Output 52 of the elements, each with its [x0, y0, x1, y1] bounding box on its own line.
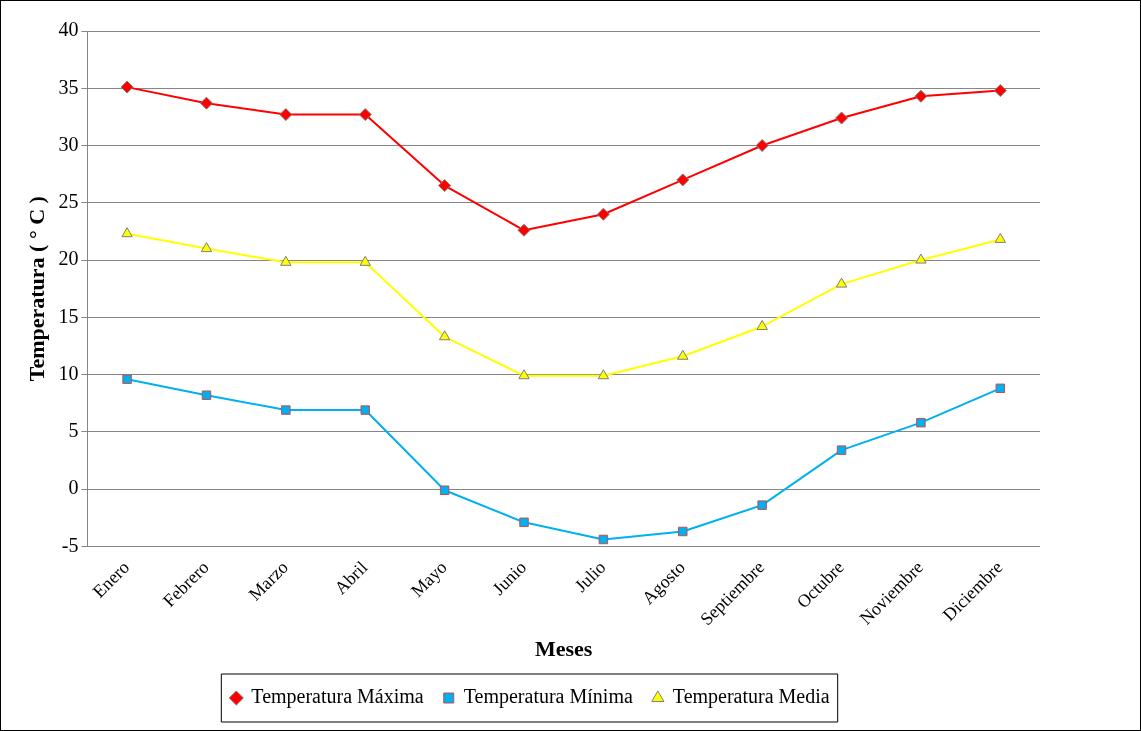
point: [279, 108, 293, 122]
point: [678, 526, 688, 537]
point: [676, 173, 690, 187]
point: [836, 445, 847, 455]
legend-label: Temperatura Media: [672, 685, 830, 709]
point: [122, 374, 132, 384]
point: [120, 80, 134, 94]
point: [596, 207, 610, 221]
point: [916, 417, 926, 428]
point: [835, 111, 849, 125]
point: [438, 330, 451, 341]
point: [598, 534, 609, 545]
legend-label: Temperatura Máxima: [251, 685, 424, 709]
y-axis-title: Temperatura ( ° C ): [23, 196, 49, 382]
legend-label: Temperatura Mínima: [463, 685, 633, 709]
point: [756, 319, 768, 330]
point: [994, 232, 1006, 243]
point: [993, 84, 1007, 98]
point: [439, 485, 450, 495]
point: [360, 405, 370, 415]
point: [281, 405, 291, 415]
point: [201, 390, 212, 400]
y-tick-label: 40: [58, 18, 79, 41]
point: [835, 277, 848, 288]
point: [280, 255, 292, 266]
point: [517, 223, 531, 237]
x-axis-title: Meses: [534, 636, 593, 662]
point: [677, 349, 689, 360]
y-tick-label: 5: [68, 419, 79, 442]
y-tick-label: 35: [58, 75, 79, 98]
y-tick-label: 10: [58, 361, 79, 384]
point: [519, 517, 529, 528]
point: [199, 96, 213, 110]
y-tick-label: 25: [58, 190, 79, 213]
point: [200, 242, 213, 253]
point: [915, 253, 927, 264]
y-tick-label: -5: [61, 533, 79, 556]
y-tick-label: 0: [68, 476, 79, 499]
point: [438, 179, 452, 193]
point: [121, 227, 133, 238]
point: [359, 255, 371, 266]
point: [757, 500, 767, 510]
point: [914, 89, 928, 103]
point: [995, 383, 1006, 394]
point: [518, 369, 530, 380]
y-tick-label: 20: [58, 247, 79, 270]
point: [755, 139, 769, 153]
x-tick-label: Julio: [570, 557, 610, 596]
y-tick-label: 15: [58, 304, 79, 327]
point: [358, 108, 372, 122]
y-tick-label: 30: [58, 132, 79, 155]
point: [597, 369, 610, 380]
